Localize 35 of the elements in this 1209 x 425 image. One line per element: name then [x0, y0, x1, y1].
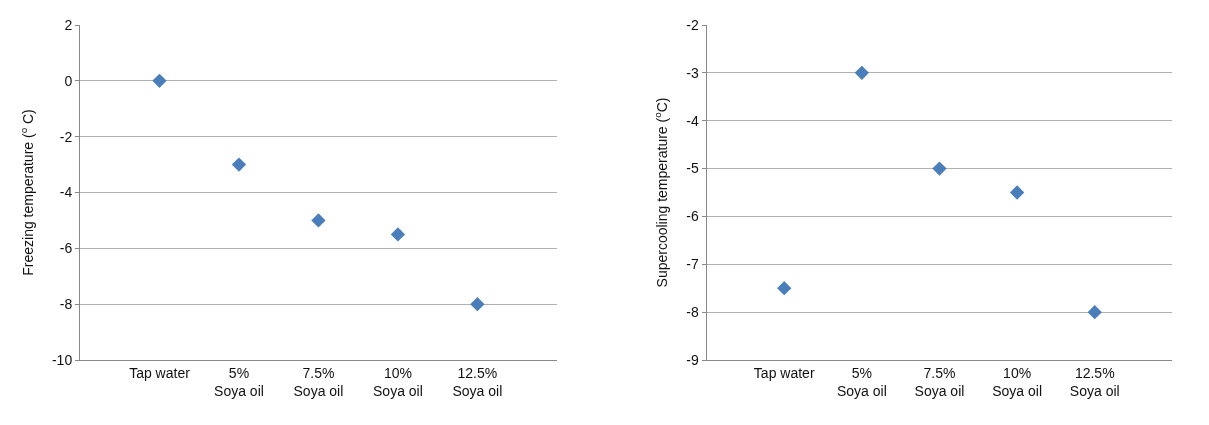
- y-tick-label: 0: [64, 72, 73, 89]
- point: [231, 157, 247, 172]
- x-tick-label: 10% Soya oil: [992, 364, 1043, 399]
- y-tick-label: -6: [686, 208, 699, 225]
- point: [311, 213, 326, 228]
- x-tick-label: 5% Soya oil: [214, 364, 264, 399]
- y-tick-label: -3: [686, 64, 699, 81]
- y-tick-label: -10: [51, 351, 73, 368]
- y-tick-label: -4: [59, 184, 73, 201]
- y-tick-label: -9: [686, 351, 699, 368]
- point: [390, 227, 406, 242]
- point: [1087, 304, 1102, 320]
- y-tick-label: -2: [686, 16, 699, 33]
- x-tick-label: 12.5% Soya oil: [452, 364, 503, 399]
- point: [152, 73, 167, 88]
- point: [1009, 185, 1025, 200]
- point: [470, 297, 485, 312]
- y-tick-label: -8: [686, 304, 699, 321]
- x-tick-label: 10% Soya oil: [373, 364, 423, 399]
- x-tick-label: 7.5% Soya oil: [914, 364, 965, 399]
- y-tick-label: -2: [59, 128, 73, 145]
- x-tick-label: Tap water: [129, 364, 191, 381]
- x-tick-label: 7.5% Soya oil: [293, 364, 344, 399]
- point: [854, 65, 869, 81]
- y-tick-label: -4: [686, 112, 699, 129]
- point: [777, 281, 792, 296]
- point: [932, 161, 947, 176]
- y-tick-label: -6: [59, 240, 73, 257]
- x-tick-label: Tap water: [753, 364, 815, 381]
- y-tick-label: 2: [64, 16, 73, 33]
- y-tick-label: -8: [59, 296, 73, 313]
- x-tick-label: 12.5% Soya oil: [1069, 364, 1120, 399]
- y-tick-label: -5: [686, 160, 699, 177]
- x-tick-label: 5% Soya oil: [836, 364, 887, 399]
- y-tick-label: -7: [686, 256, 699, 273]
